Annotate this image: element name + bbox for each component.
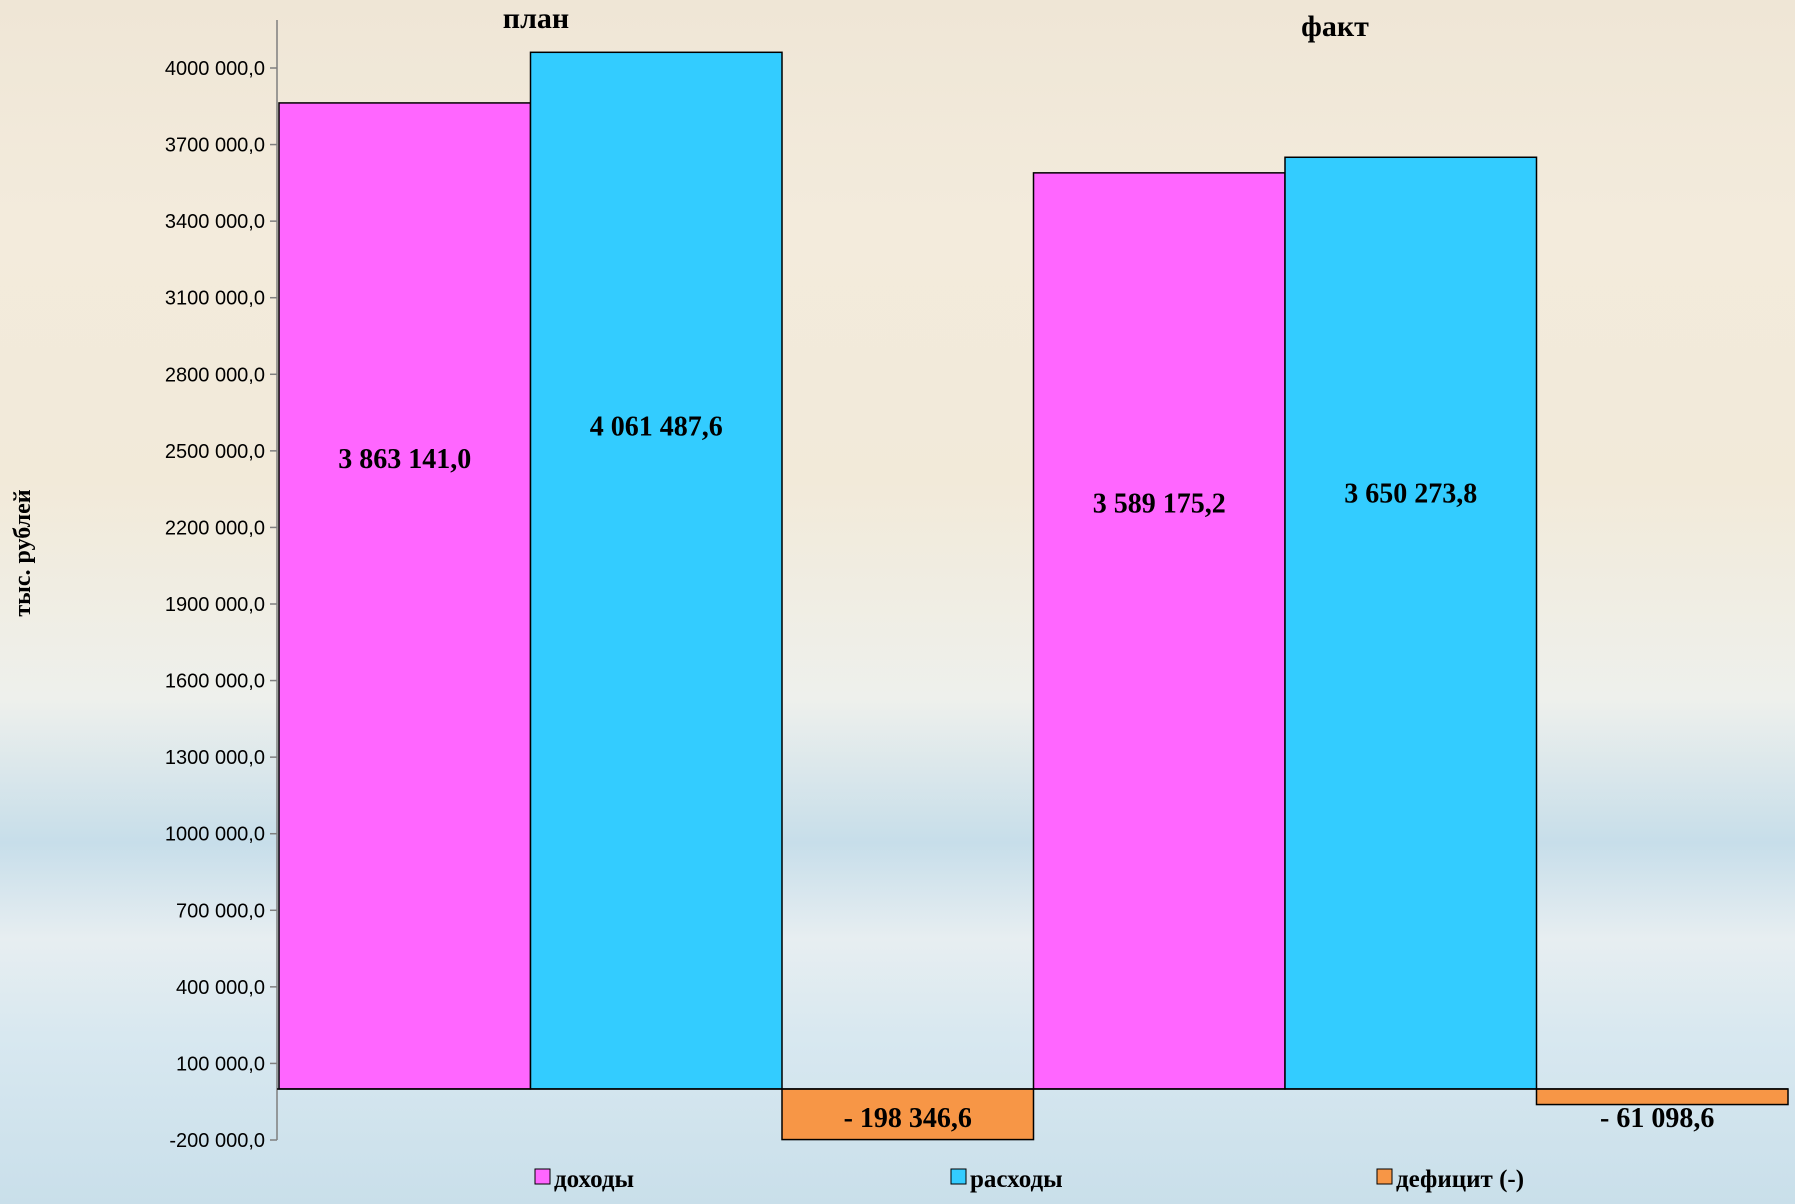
y-tick-label: 1900 000,0 xyxy=(165,594,265,616)
y-tick-label: 3100 000,0 xyxy=(165,288,265,310)
legend-swatch xyxy=(950,1168,967,1185)
category-label-fact: факт xyxy=(1301,10,1369,43)
data-label: - 61 098,6 xyxy=(1600,1103,1714,1134)
data-label: 3 863 141,0 xyxy=(338,444,471,475)
legend-label: дефицит (-) xyxy=(1396,1166,1524,1193)
y-tick-label: 3700 000,0 xyxy=(165,135,265,157)
data-label: 4 061 487,6 xyxy=(590,411,723,442)
legend-swatch xyxy=(1376,1168,1393,1185)
bar-expense-fact xyxy=(1284,156,1538,1090)
bars xyxy=(278,51,1789,1141)
y-tick-label: -200 000,0 xyxy=(169,1130,265,1152)
data-label: 3 650 273,8 xyxy=(1344,479,1477,510)
legend-swatch xyxy=(534,1168,551,1185)
bar-deficit-plan xyxy=(781,1088,1035,1141)
y-tick-label: 1600 000,0 xyxy=(165,671,265,693)
y-tick-label: 1000 000,0 xyxy=(165,824,265,846)
y-tick-label: 1300 000,0 xyxy=(165,747,265,769)
y-tick-label: 700 000,0 xyxy=(176,900,265,922)
category-labels: план факт xyxy=(503,2,1369,43)
bar-income-plan xyxy=(278,102,532,1090)
bar-expense-plan xyxy=(529,51,783,1090)
y-tick-label: 2800 000,0 xyxy=(165,364,265,386)
y-tick-label: 2500 000,0 xyxy=(165,441,265,463)
y-tick-label: 2200 000,0 xyxy=(165,517,265,539)
category-label-plan: план xyxy=(503,2,569,35)
y-tick-label: 100 000,0 xyxy=(176,1053,265,1075)
bar-income-fact xyxy=(1032,172,1286,1090)
data-label: 3 589 175,2 xyxy=(1093,489,1226,520)
legend-label: доходы xyxy=(554,1166,634,1193)
y-axis: -200 000,0 100 000,0 400 000,0 700 000,0 100… xyxy=(165,20,278,1152)
y-tick-label: 4000 000,0 xyxy=(165,58,265,80)
y-axis-title: тыс. рублей xyxy=(10,489,36,616)
y-tick-label: 3400 000,0 xyxy=(165,211,265,233)
legend-label: расходы xyxy=(970,1166,1063,1193)
legend: доходы расходы дефицит (-) xyxy=(534,1166,1524,1193)
data-label: - 198 346,6 xyxy=(844,1103,972,1134)
data-labels: 3 863 141,0 4 061 487,6 - 198 346,6 3 589 1… xyxy=(338,411,1714,1133)
y-tick-label: 400 000,0 xyxy=(176,977,265,999)
